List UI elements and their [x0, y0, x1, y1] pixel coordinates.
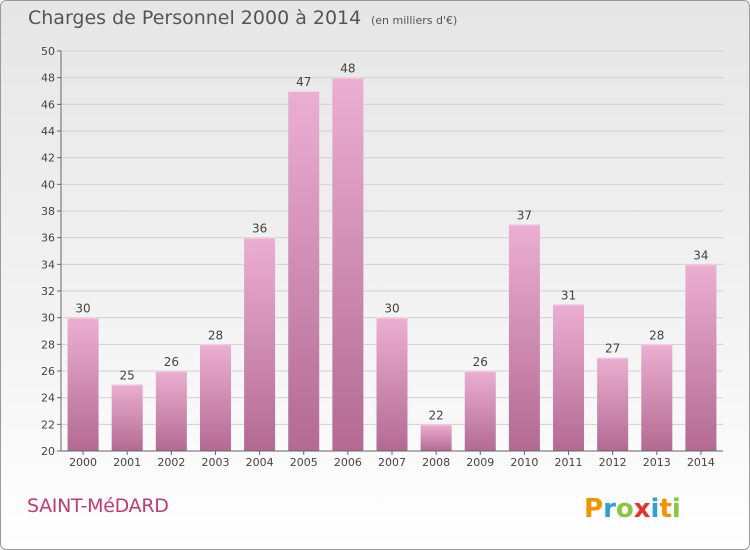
x-tick-label: 2000	[69, 456, 97, 469]
x-tick-label: 2007	[378, 456, 406, 469]
chart-title: Charges de Personnel 2000 à 2014	[28, 7, 362, 29]
x-tick-label: 2008	[422, 456, 450, 469]
chart-unit-subtitle: (en milliers d'€)	[371, 14, 458, 27]
bar	[111, 384, 143, 451]
y-tick-label: 40	[41, 178, 55, 191]
data-label: 28	[208, 328, 223, 342]
y-tick-label: 20	[41, 445, 55, 458]
y-tick-label: 38	[41, 205, 55, 218]
bar	[420, 424, 452, 451]
bar	[597, 357, 629, 451]
data-label: 36	[252, 222, 267, 236]
data-label: 26	[164, 355, 179, 369]
y-tick-label: 30	[41, 312, 55, 325]
bar	[199, 344, 231, 451]
y-tick-label: 48	[41, 72, 55, 85]
bar	[332, 77, 364, 452]
bar	[244, 237, 276, 451]
y-tick-label: 46	[41, 98, 55, 111]
data-label: 28	[649, 328, 664, 342]
y-tick-label: 28	[41, 338, 55, 351]
bar	[508, 224, 540, 451]
y-tick-label: 36	[41, 232, 55, 245]
bar	[553, 304, 585, 451]
x-tick-label: 2006	[334, 456, 362, 469]
y-tick-label: 22	[41, 418, 55, 431]
y-tick-label: 26	[41, 365, 55, 378]
x-tick-label: 2001	[113, 456, 141, 469]
bar	[67, 317, 99, 451]
data-label: 30	[384, 302, 399, 316]
x-tick-label: 2003	[201, 456, 229, 469]
x-tick-label: 2009	[466, 456, 494, 469]
x-tick-label: 2004	[246, 456, 274, 469]
data-label: 22	[428, 408, 443, 422]
y-tick-label: 42	[41, 152, 55, 165]
x-tick-label: 2002	[157, 456, 185, 469]
bar	[464, 371, 496, 451]
x-tick-label: 2013	[643, 456, 671, 469]
axes: 20 22 24 26 28 30 32 34 36 38 40 42 44 46 48 50 2000 2001…	[41, 45, 723, 469]
y-tick-label: 32	[41, 285, 55, 298]
proxiti-logo[interactable]: Proxiti	[584, 488, 694, 528]
data-label: 30	[75, 302, 90, 316]
y-tick-label: 44	[41, 125, 55, 138]
data-label: 34	[693, 248, 708, 262]
data-label: 31	[561, 288, 576, 302]
data-label: 48	[340, 62, 355, 76]
svg-text:Proxiti: Proxiti	[584, 494, 681, 524]
bars: 30 25 26 28 36 47 48 30 22 26 37 31 27 28 34	[67, 62, 717, 452]
bar	[641, 344, 673, 451]
x-tick-label: 2005	[290, 456, 318, 469]
x-tick-label: 2012	[599, 456, 627, 469]
bar	[288, 91, 320, 451]
y-tick-label: 50	[41, 45, 55, 58]
data-label: 47	[296, 75, 311, 89]
x-tick-label: 2010	[510, 456, 538, 469]
data-label: 27	[605, 342, 620, 356]
x-tick-label: 2011	[555, 456, 583, 469]
data-label: 26	[473, 355, 488, 369]
commune-name: SAINT-MéDARD	[27, 495, 169, 517]
bar	[155, 371, 187, 451]
y-tick-label: 34	[41, 258, 55, 271]
data-label: 25	[120, 368, 135, 382]
bar	[685, 264, 717, 451]
x-tick-label: 2014	[687, 456, 715, 469]
y-tick-label: 24	[41, 392, 55, 405]
bar	[376, 317, 408, 451]
data-label: 37	[517, 208, 532, 222]
